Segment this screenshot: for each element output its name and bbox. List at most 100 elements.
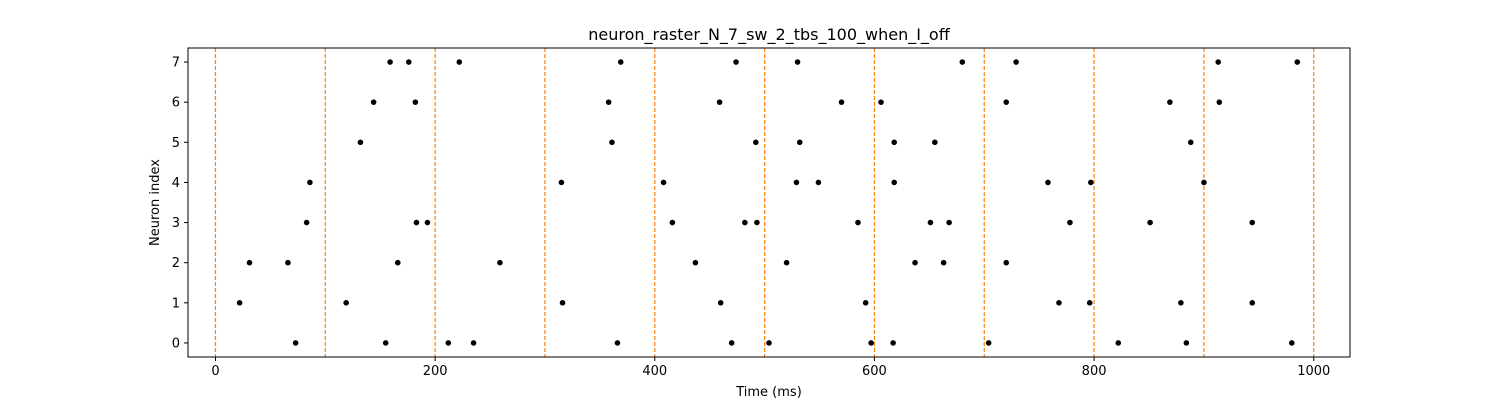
spike-point [357, 139, 364, 146]
y-tick-label: 1 [172, 296, 180, 311]
spike-point [246, 259, 253, 266]
x-axis-label: Time (ms) [735, 385, 802, 400]
spike-point [855, 219, 861, 226]
spike-point [1294, 59, 1301, 65]
spike-point [1003, 99, 1010, 105]
y-tick-label: 0 [172, 336, 180, 351]
spike-point [387, 59, 393, 65]
spike-point [753, 139, 759, 146]
x-tick-label: 800 [1082, 364, 1107, 379]
y-tick-label: 4 [172, 176, 180, 191]
x-tick-label: 600 [862, 364, 887, 379]
spike-point [470, 340, 477, 346]
spike-point [343, 300, 349, 306]
spike-point [878, 99, 884, 105]
spike-point [292, 340, 299, 346]
spike-point [236, 300, 243, 306]
spike-point [1216, 99, 1223, 105]
spike-point [1249, 300, 1256, 306]
spike-point [1178, 300, 1184, 306]
spike-point [728, 340, 735, 346]
spike-point [1187, 139, 1194, 146]
spike-point [912, 259, 918, 266]
spike-point [413, 219, 420, 226]
spike-point [285, 259, 291, 266]
spike-point [1056, 300, 1062, 306]
spike-point [794, 59, 801, 65]
y-tick-label: 2 [172, 256, 180, 271]
spike-point [412, 99, 419, 105]
spike-point [1013, 59, 1019, 65]
chart-title: neuron_raster_N_7_sw_2_tbs_100_when_I_of… [588, 25, 950, 45]
spike-point [405, 59, 412, 65]
spike-points [236, 59, 1301, 346]
spike-point [815, 179, 822, 186]
spike-point [1147, 219, 1153, 226]
y-axis-ticks: 0 1 2 3 4 5 6 7 [172, 56, 188, 351]
y-tick-label: 7 [172, 56, 180, 71]
spike-point [838, 99, 845, 105]
spike-point [669, 219, 676, 226]
spike-point [558, 179, 565, 186]
spike-point [932, 139, 938, 146]
spike-point [605, 99, 612, 105]
spike-point [940, 259, 947, 266]
spike-point [1201, 179, 1207, 186]
spike-point [303, 219, 310, 226]
x-axis-ticks: 0 200 400 600 800 1000 [211, 357, 1330, 379]
spike-point [1045, 179, 1051, 186]
spike-point [660, 179, 667, 186]
spike-point [1183, 340, 1190, 346]
spike-point [985, 340, 992, 346]
spike-point [559, 300, 566, 306]
spike-point [862, 300, 869, 306]
spike-point [959, 59, 966, 65]
spike-point [1067, 219, 1073, 226]
spike-point [1288, 340, 1295, 346]
y-tick-label: 6 [172, 96, 180, 111]
spike-point [1086, 300, 1093, 306]
spike-point [445, 340, 452, 346]
x-tick-label: 200 [423, 364, 448, 379]
spike-point [382, 340, 389, 346]
time-bin-boundaries [214, 48, 1315, 357]
spike-point [370, 99, 377, 105]
spike-point [617, 59, 624, 65]
y-axis-label: Neuron index [148, 159, 163, 246]
spike-point [783, 259, 790, 266]
spike-point [1215, 59, 1222, 65]
spike-point [890, 340, 896, 346]
spike-point [1115, 340, 1122, 346]
spike-point [717, 300, 724, 306]
y-tick-label: 3 [172, 216, 180, 231]
spike-point [793, 179, 800, 186]
spike-point [424, 219, 431, 226]
x-tick-label: 400 [642, 364, 667, 379]
spike-point [868, 340, 874, 346]
x-tick-label: 0 [211, 364, 219, 379]
spike-point [307, 179, 313, 186]
spike-point [891, 179, 898, 186]
spike-point [609, 139, 615, 146]
spike-point [946, 219, 952, 226]
spike-point [456, 59, 463, 65]
x-tick-label: 1000 [1297, 364, 1330, 379]
y-tick-label: 5 [172, 136, 180, 151]
spike-point [1249, 219, 1256, 226]
spike-point [733, 59, 739, 65]
spike-point [742, 219, 748, 226]
spike-point [614, 340, 621, 346]
spike-point [692, 259, 699, 266]
spike-point [891, 139, 898, 146]
spike-point [1088, 179, 1094, 186]
spike-point [766, 340, 772, 346]
spike-point [754, 219, 760, 226]
spike-point [1167, 99, 1173, 105]
plot-frame [187, 47, 1351, 358]
spike-point [1003, 259, 1010, 266]
spike-point [497, 259, 503, 266]
spike-point [716, 99, 723, 105]
spike-point [796, 139, 803, 146]
